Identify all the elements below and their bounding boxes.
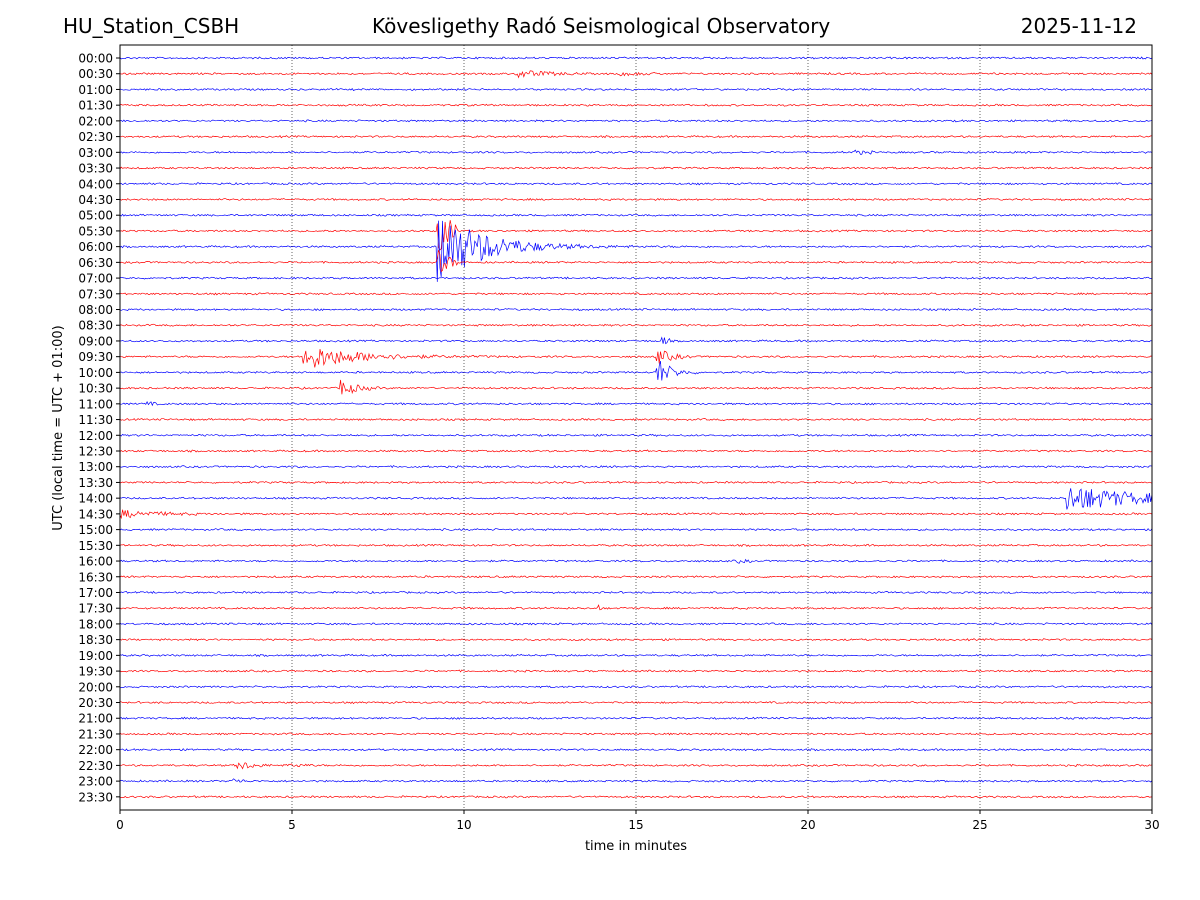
y-tick-label: 06:30 <box>78 256 113 270</box>
y-tick-label: 12:30 <box>78 445 113 459</box>
y-tick-label: 00:00 <box>78 52 113 66</box>
y-tick-label: 13:00 <box>78 460 113 474</box>
x-tick-label: 20 <box>800 818 815 832</box>
trace-1000 <box>119 361 1153 381</box>
y-tick-label: 18:30 <box>78 633 113 647</box>
y-tick-label: 06:00 <box>78 240 113 254</box>
y-tick-label: 09:00 <box>78 334 113 348</box>
trace-0900 <box>119 336 1153 345</box>
y-tick-label: 04:30 <box>78 193 113 207</box>
y-tick-label: 11:00 <box>78 397 113 411</box>
y-tick-label: 12:00 <box>78 429 113 443</box>
y-tick-label: 03:00 <box>78 146 113 160</box>
station-name: HU_Station_CSBH <box>63 14 240 38</box>
y-tick-label: 05:30 <box>78 224 113 238</box>
x-axis-label: time in minutes <box>585 839 687 854</box>
y-tick-label: 20:00 <box>78 680 113 694</box>
y-tick-label: 15:30 <box>78 539 113 553</box>
y-tick-label: 21:30 <box>78 727 113 741</box>
y-tick-label: 14:00 <box>78 492 113 506</box>
y-tick-label: 03:30 <box>78 162 113 176</box>
y-tick-label: 16:00 <box>78 555 113 569</box>
trace-0700 <box>119 276 1152 280</box>
y-tick-label: 23:30 <box>78 790 113 804</box>
trace-1100 <box>119 401 1153 407</box>
y-tick-label: 19:30 <box>78 665 113 679</box>
trace-0030 <box>119 70 1153 79</box>
trace-1130 <box>119 418 1153 422</box>
y-tick-label: 11:30 <box>78 413 113 427</box>
y-tick-label: 10:30 <box>78 382 113 396</box>
y-tick-label: 17:30 <box>78 602 113 616</box>
trace-1730 <box>119 604 1153 611</box>
y-tick-label: 20:30 <box>78 696 113 710</box>
y-tick-label: 19:00 <box>78 649 113 663</box>
y-tick-label: 04:00 <box>78 177 113 191</box>
y-tick-label: 13:30 <box>78 476 113 490</box>
y-tick-label: 10:00 <box>78 366 113 380</box>
trace-2330 <box>119 795 1153 799</box>
y-axis-label: UTC (local time = UTC + 01:00) <box>51 325 66 530</box>
y-tick-label: 01:00 <box>78 83 113 97</box>
trace-1930 <box>119 669 1153 673</box>
x-tick-label: 30 <box>1144 818 1159 832</box>
trace-1500 <box>119 528 1153 532</box>
y-tick-label: 16:30 <box>78 570 113 584</box>
y-tick-label: 22:30 <box>78 759 113 773</box>
trace-0100 <box>119 87 1153 91</box>
y-tick-label: 07:30 <box>78 287 113 301</box>
y-tick-label: 18:00 <box>78 617 113 631</box>
y-tick-label: 01:30 <box>78 99 113 113</box>
x-axis: 0 5 10 15 20 25 30 <box>116 810 1160 832</box>
y-tick-label: 05:00 <box>78 209 113 223</box>
y-tick-label: 14:30 <box>78 507 113 521</box>
y-tick-label: 08:00 <box>78 303 113 317</box>
x-tick-label: 10 <box>456 818 471 832</box>
y-tick-label: 22:00 <box>78 743 113 757</box>
x-tick-label: 5 <box>288 818 296 832</box>
y-tick-label: 00:30 <box>78 67 113 81</box>
y-tick-label: 15:00 <box>78 523 113 537</box>
x-tick-label: 0 <box>116 818 124 832</box>
y-tick-label: 09:30 <box>78 350 113 364</box>
trace-2130 <box>119 732 1153 736</box>
trace-0300 <box>119 149 1153 155</box>
trace-0630 <box>119 250 1153 273</box>
y-tick-label: 02:30 <box>78 130 113 144</box>
y-tick-label: 08:30 <box>78 319 113 333</box>
trace-2100 <box>119 716 1153 720</box>
trace-0500 <box>119 213 1153 217</box>
record-date: 2025-11-12 <box>1020 14 1137 38</box>
trace-1330 <box>119 480 1153 484</box>
x-tick-label: 25 <box>972 818 987 832</box>
trace-0600 <box>119 220 1153 282</box>
trace-1530 <box>119 543 1153 547</box>
x-tick-label: 15 <box>628 818 643 832</box>
trace-1300 <box>119 465 1153 469</box>
grid-group <box>291 45 981 810</box>
y-tick-label: 21:00 <box>78 712 113 726</box>
trace-0530 <box>119 220 1153 251</box>
y-tick-label: 07:00 <box>78 272 113 286</box>
y-tick-label: 17:00 <box>78 586 113 600</box>
observatory-title: Kövesligethy Radó Seismological Observat… <box>372 14 831 38</box>
y-tick-label: 02:00 <box>78 114 113 128</box>
y-tick-label: 23:00 <box>78 775 113 789</box>
